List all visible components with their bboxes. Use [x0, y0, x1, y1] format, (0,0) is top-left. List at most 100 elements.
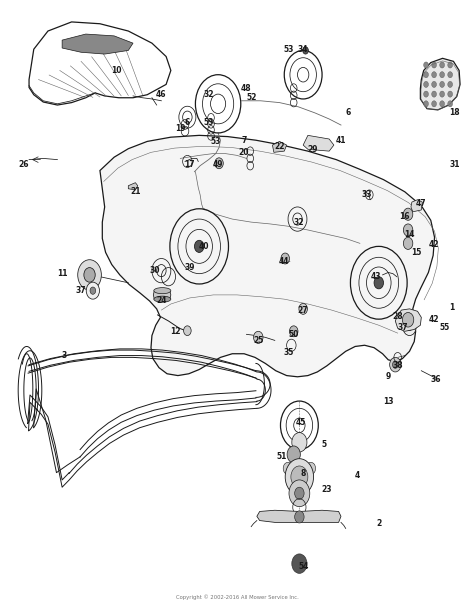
- Circle shape: [295, 511, 304, 523]
- Text: Copyright © 2002-2016 All Mower Service Inc.: Copyright © 2002-2016 All Mower Service …: [176, 595, 298, 600]
- Text: 33: 33: [362, 190, 372, 199]
- Polygon shape: [420, 58, 460, 110]
- Circle shape: [306, 462, 316, 474]
- Circle shape: [432, 81, 437, 88]
- Circle shape: [432, 62, 437, 68]
- Circle shape: [289, 480, 310, 506]
- Polygon shape: [257, 510, 341, 522]
- Text: 52: 52: [246, 93, 256, 102]
- Text: 24: 24: [156, 297, 167, 305]
- Circle shape: [402, 313, 414, 327]
- Text: 38: 38: [392, 361, 403, 370]
- Text: 53: 53: [210, 137, 221, 146]
- Text: 44: 44: [279, 257, 290, 266]
- Circle shape: [254, 331, 263, 344]
- Text: 10: 10: [111, 66, 122, 75]
- Ellipse shape: [154, 288, 171, 294]
- Text: 43: 43: [371, 272, 382, 282]
- Text: 13: 13: [383, 396, 393, 406]
- Text: 40: 40: [199, 242, 209, 251]
- Text: 29: 29: [307, 145, 318, 154]
- Text: 54: 54: [298, 562, 309, 570]
- Circle shape: [403, 208, 413, 220]
- Polygon shape: [411, 199, 422, 212]
- Text: 30: 30: [149, 266, 160, 275]
- Polygon shape: [273, 142, 287, 153]
- Circle shape: [299, 303, 308, 314]
- Text: 9: 9: [386, 372, 391, 381]
- Text: AllPartStore.com: AllPartStore.com: [217, 289, 276, 295]
- Circle shape: [283, 462, 292, 474]
- Circle shape: [407, 323, 412, 331]
- Circle shape: [84, 268, 95, 282]
- Circle shape: [403, 319, 416, 336]
- Text: 41: 41: [336, 136, 346, 145]
- Circle shape: [432, 72, 437, 78]
- Circle shape: [292, 433, 307, 452]
- Polygon shape: [395, 309, 421, 331]
- Circle shape: [440, 81, 445, 88]
- Circle shape: [403, 224, 413, 236]
- Circle shape: [448, 81, 453, 88]
- Circle shape: [424, 72, 428, 78]
- Text: 50: 50: [289, 330, 299, 339]
- Text: 22: 22: [274, 142, 285, 151]
- Circle shape: [390, 358, 401, 372]
- Circle shape: [374, 277, 383, 289]
- Circle shape: [183, 326, 191, 336]
- Text: 45: 45: [296, 418, 306, 427]
- Circle shape: [440, 91, 445, 97]
- Text: 7: 7: [241, 136, 247, 145]
- Text: 48: 48: [241, 84, 252, 93]
- Text: 34: 34: [298, 45, 309, 54]
- Text: 18: 18: [449, 108, 460, 117]
- Text: 36: 36: [430, 375, 441, 384]
- Circle shape: [448, 62, 453, 68]
- Circle shape: [448, 72, 453, 78]
- Text: 31: 31: [449, 160, 460, 169]
- Circle shape: [432, 91, 437, 97]
- Circle shape: [287, 446, 301, 463]
- Circle shape: [295, 488, 304, 500]
- Circle shape: [440, 101, 445, 107]
- Text: 37: 37: [76, 286, 86, 295]
- Polygon shape: [128, 182, 138, 190]
- Text: 1: 1: [449, 303, 455, 311]
- Text: 15: 15: [411, 248, 422, 257]
- Polygon shape: [100, 136, 435, 377]
- Text: 3: 3: [62, 351, 67, 360]
- Text: 17: 17: [184, 160, 195, 169]
- Text: 47: 47: [416, 199, 427, 209]
- Circle shape: [215, 158, 223, 169]
- Circle shape: [424, 101, 428, 107]
- Text: 19: 19: [175, 123, 185, 133]
- Text: 28: 28: [392, 312, 403, 320]
- Text: 35: 35: [284, 348, 294, 357]
- Circle shape: [392, 361, 398, 368]
- Text: 23: 23: [321, 485, 332, 494]
- Text: 2: 2: [376, 519, 382, 528]
- Circle shape: [440, 62, 445, 68]
- Text: 51: 51: [277, 452, 287, 461]
- Circle shape: [424, 81, 428, 88]
- Text: 25: 25: [253, 336, 264, 345]
- Polygon shape: [154, 291, 171, 299]
- Circle shape: [194, 240, 204, 252]
- Circle shape: [424, 62, 428, 68]
- Text: 53: 53: [284, 45, 294, 54]
- Text: 27: 27: [298, 306, 309, 314]
- Text: 42: 42: [428, 315, 439, 323]
- Text: 32: 32: [203, 90, 214, 99]
- Circle shape: [292, 554, 307, 573]
- Polygon shape: [62, 34, 133, 54]
- Circle shape: [432, 101, 437, 107]
- Circle shape: [448, 101, 453, 107]
- Circle shape: [78, 260, 101, 290]
- Circle shape: [86, 282, 100, 299]
- Circle shape: [295, 487, 304, 499]
- Text: 53: 53: [203, 117, 214, 126]
- Text: 8: 8: [301, 469, 306, 478]
- Circle shape: [290, 326, 298, 337]
- Circle shape: [291, 466, 308, 488]
- Text: 39: 39: [184, 263, 195, 272]
